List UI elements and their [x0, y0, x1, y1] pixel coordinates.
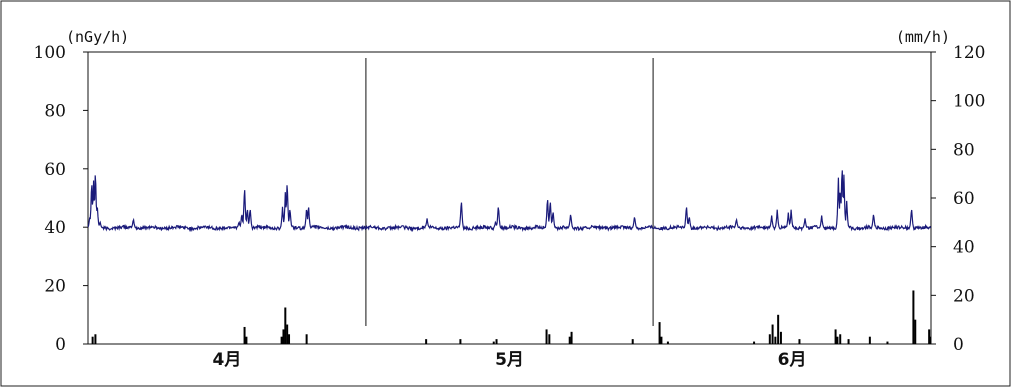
- precipitation-bar: [305, 334, 308, 344]
- precipitation-bar: [929, 336, 932, 344]
- right-axis-tick-label: 120: [953, 43, 985, 63]
- precipitation-bar: [660, 336, 663, 344]
- precipitation-bar: [912, 290, 915, 344]
- plot-area: [87, 51, 932, 345]
- precipitation-bar: [492, 341, 495, 344]
- precipitation-bar: [777, 314, 780, 344]
- precipitation-bar: [459, 339, 462, 344]
- precipitation-bar: [658, 322, 661, 344]
- right-axis-tick-label: 60: [953, 189, 975, 209]
- precipitation-bar: [631, 339, 634, 344]
- precipitation-bar: [847, 339, 850, 344]
- precipitation-bar: [834, 329, 837, 344]
- right-axis-tick-label: 40: [953, 238, 975, 258]
- precipitation-bar: [570, 331, 573, 344]
- precipitation-bar: [779, 331, 782, 344]
- left-axis-tick-label: 0: [55, 335, 66, 355]
- precipitation-bar: [798, 339, 801, 344]
- precipitation-bar: [94, 334, 97, 344]
- precipitation-bar: [91, 336, 94, 344]
- right-axis-tick-label: 20: [953, 286, 975, 306]
- precipitation-bar: [282, 329, 285, 344]
- dose-rate-series: [87, 170, 932, 233]
- precipitation-bar: [868, 336, 871, 344]
- right-axis-tick-label: 100: [953, 92, 985, 112]
- precipitation-bar: [666, 341, 669, 344]
- precipitation-bar: [495, 339, 498, 344]
- left-axis-tick-label: 80: [44, 101, 66, 121]
- precipitation-bar: [771, 324, 774, 344]
- month-label: 5月: [495, 350, 524, 370]
- right-axis-unit: (mm/h): [896, 28, 950, 46]
- left-axis-unit: (nGy/h): [66, 28, 129, 46]
- precipitation-bar: [839, 334, 842, 344]
- left-axis-tick-label: 100: [34, 43, 66, 63]
- left-axis-tick-label: 60: [44, 160, 66, 180]
- precipitation-bar: [288, 334, 291, 344]
- right-axis-tick-label: 80: [953, 140, 975, 160]
- precipitation-bar: [568, 336, 571, 344]
- month-label: 6月: [778, 350, 807, 370]
- precipitation-bar: [768, 334, 771, 344]
- precipitation-series: [91, 290, 932, 344]
- month-label: 4月: [213, 350, 242, 370]
- precipitation-bar: [284, 307, 287, 344]
- left-axis-tick-label: 40: [44, 218, 66, 238]
- precipitation-bar: [753, 341, 756, 344]
- precipitation-bar: [425, 339, 428, 344]
- right-axis-tick-label: 0: [953, 335, 964, 355]
- precipitation-bar: [836, 336, 839, 344]
- plot-border: [87, 51, 932, 345]
- dose-rate-line: [87, 170, 932, 233]
- precipitation-bar: [545, 329, 548, 344]
- precipitation-bar: [280, 336, 283, 344]
- precipitation-bar: [774, 336, 777, 344]
- precipitation-bar: [548, 334, 551, 344]
- precipitation-bar: [914, 319, 917, 344]
- precipitation-bar: [886, 341, 889, 344]
- precipitation-bar: [245, 336, 248, 344]
- precipitation-bar: [286, 324, 289, 344]
- precipitation-bar: [243, 326, 246, 344]
- left-axis-tick-label: 20: [44, 277, 66, 297]
- axes: 0 20 40 60 80 100 0 20 40 60 80 100 120 4月 5月 6月: [34, 43, 986, 370]
